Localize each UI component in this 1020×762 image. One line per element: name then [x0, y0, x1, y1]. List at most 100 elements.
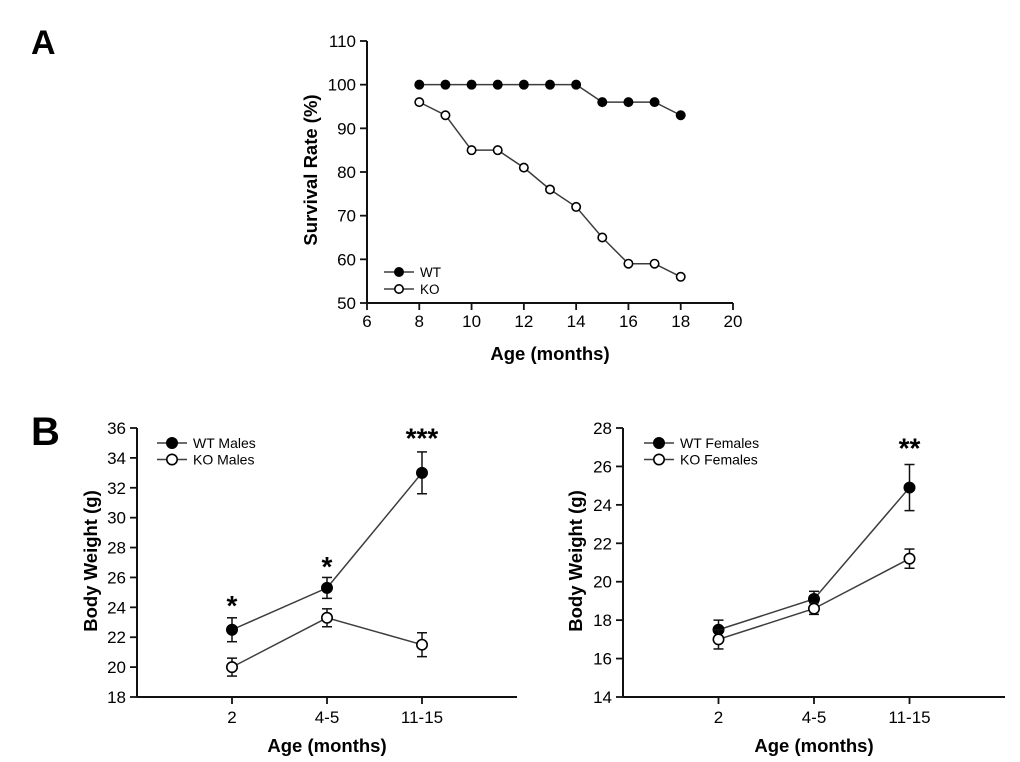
- series-ko: [414, 97, 686, 282]
- open-circle-marker: [623, 258, 634, 269]
- significance-stars: **: [899, 432, 921, 463]
- filled-circle-marker: [440, 79, 451, 90]
- svg-text:10: 10: [462, 312, 481, 331]
- svg-text:20: 20: [107, 658, 126, 677]
- legend: WT KO: [384, 265, 441, 297]
- x-axis-ticks: 2 4-5 11-15: [227, 697, 443, 727]
- filled-circle-marker: [649, 97, 660, 108]
- filled-circle-marker: [903, 481, 916, 494]
- svg-text:24: 24: [107, 598, 126, 617]
- panel-a-label: A: [31, 24, 56, 62]
- filled-circle-marker: [492, 79, 503, 90]
- svg-text:28: 28: [107, 539, 126, 558]
- y-axis-ticks: 50 60 70 80 90 100 110: [328, 32, 367, 313]
- open-circle-marker: [492, 145, 503, 156]
- y-axis-title: Survival Rate (%): [300, 94, 321, 245]
- svg-text:11-15: 11-15: [888, 708, 930, 727]
- series-wt: [414, 79, 686, 121]
- y-axis-title: Body Weight (g): [565, 490, 586, 631]
- legend-label: KO Females: [680, 452, 758, 468]
- filled-circle-marker: [675, 110, 686, 121]
- open-circle-marker: [414, 97, 425, 108]
- legend-label: KO Males: [193, 452, 254, 468]
- legend-filled-circle-marker: [653, 436, 666, 449]
- svg-text:26: 26: [107, 568, 126, 587]
- x-axis-ticks: 2 4-5 11-15: [714, 697, 931, 727]
- significance-stars: ***: [406, 422, 439, 453]
- filled-circle-marker: [320, 581, 333, 594]
- filled-circle-marker: [571, 79, 582, 90]
- filled-circle-marker: [466, 79, 477, 90]
- svg-text:18: 18: [671, 312, 690, 331]
- svg-text:80: 80: [337, 163, 356, 182]
- open-circle-marker: [440, 110, 451, 121]
- legend-open-circle-marker: [166, 453, 179, 466]
- legend-label: WT: [420, 265, 441, 280]
- series-wt-males: [226, 451, 428, 643]
- open-circle-marker: [807, 602, 820, 615]
- filled-circle-marker: [597, 97, 608, 108]
- open-circle-marker: [226, 661, 239, 674]
- legend-label: KO: [420, 282, 440, 297]
- legend-filled-circle-marker: [394, 267, 405, 278]
- svg-text:6: 6: [362, 312, 371, 331]
- axes: [622, 428, 1005, 698]
- svg-text:11-15: 11-15: [401, 708, 443, 727]
- panel-b-label: B: [31, 410, 60, 454]
- significance-stars: *: [227, 590, 238, 621]
- series-ko-females: [712, 548, 916, 650]
- svg-text:4-5: 4-5: [802, 708, 827, 727]
- legend-open-circle-marker: [653, 453, 666, 466]
- open-circle-marker: [466, 145, 477, 156]
- svg-text:110: 110: [329, 32, 356, 51]
- svg-text:36: 36: [107, 419, 126, 438]
- svg-text:18: 18: [593, 611, 612, 630]
- open-circle-marker: [320, 611, 333, 624]
- open-circle-marker: [518, 162, 529, 173]
- svg-text:28: 28: [593, 419, 612, 438]
- svg-text:22: 22: [593, 534, 612, 553]
- x-axis-title: Age (months): [490, 343, 609, 364]
- filled-circle-marker: [415, 466, 428, 479]
- svg-text:50: 50: [337, 294, 356, 313]
- y-axis-ticks: 18 20 22 24 26 28 30 32 34 36: [107, 419, 137, 707]
- legend-label: WT Females: [680, 435, 759, 451]
- filled-circle-marker: [414, 79, 425, 90]
- y-axis-ticks: 14 16 18 20 22 24 26 28: [593, 419, 623, 707]
- svg-text:16: 16: [619, 312, 638, 331]
- svg-text:34: 34: [107, 449, 126, 468]
- open-circle-marker: [545, 184, 556, 195]
- filled-circle-marker: [226, 623, 239, 636]
- open-circle-marker: [675, 271, 686, 282]
- svg-text:16: 16: [593, 650, 612, 669]
- female-body-weight-chart: 14 16 18 20 22 24 26 28 2 4-5 11-15 Age (months) Bod…: [565, 419, 1005, 756]
- svg-text:90: 90: [337, 119, 356, 138]
- survival-chart: 50 60 70 80 90 100 110 6 8 10 12 14 16 18 20 Age (month…: [300, 32, 743, 364]
- svg-text:24: 24: [593, 496, 612, 515]
- open-circle-marker: [903, 552, 916, 565]
- svg-text:14: 14: [567, 312, 586, 331]
- svg-text:4-5: 4-5: [315, 708, 340, 727]
- svg-text:20: 20: [724, 312, 743, 331]
- svg-text:18: 18: [107, 688, 126, 707]
- open-circle-marker: [712, 633, 725, 646]
- filled-circle-marker: [545, 79, 556, 90]
- legend-open-circle-marker: [394, 283, 405, 294]
- svg-text:14: 14: [593, 688, 612, 707]
- svg-text:20: 20: [593, 573, 612, 592]
- series-ko-males: [226, 608, 428, 677]
- svg-text:2: 2: [227, 708, 236, 727]
- open-circle-marker: [597, 232, 608, 243]
- svg-text:60: 60: [337, 250, 356, 269]
- svg-text:12: 12: [514, 312, 533, 331]
- x-axis-title: Age (months): [754, 735, 873, 756]
- filled-circle-marker: [518, 79, 529, 90]
- legend-filled-circle-marker: [166, 436, 179, 449]
- svg-text:2: 2: [714, 708, 723, 727]
- x-axis-title: Age (months): [267, 735, 386, 756]
- svg-text:8: 8: [415, 312, 424, 331]
- svg-text:26: 26: [593, 457, 612, 476]
- male-body-weight-chart: 18 20 22 24 26 28 30 32 34 36 2 4-5 11-15 Age (months…: [80, 419, 517, 756]
- open-circle-marker: [571, 201, 582, 212]
